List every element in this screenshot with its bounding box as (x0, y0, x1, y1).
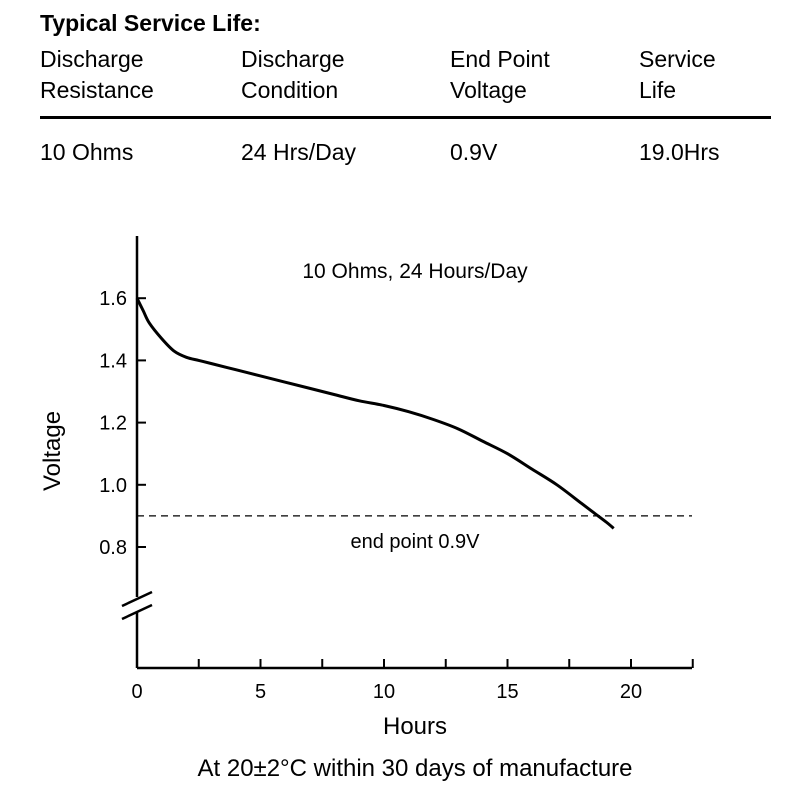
discharge-curve (135, 297, 615, 530)
cell-discharge-condition: 24 Hrs/Day (241, 139, 357, 165)
column-header-line1: Discharge (40, 46, 144, 72)
cell-service-life: 19.0Hrs (639, 139, 720, 165)
chart-title: 10 Ohms, 24 Hours/Day (302, 260, 528, 283)
column-header-line2: Life (639, 77, 677, 103)
column-header-line2: Resistance (40, 77, 154, 103)
y-tick-label: 1.4 (99, 350, 127, 372)
column-header-discharge-resistance: Discharge Resistance (40, 44, 154, 106)
y-axis-label: Voltage (39, 411, 66, 491)
chart-axes (121, 236, 692, 670)
cell-end-point-voltage: 0.9V (450, 139, 498, 165)
column-header-line1: Discharge (241, 46, 345, 72)
chart-caption: At 20±2°C within 30 days of manufacture (198, 755, 633, 782)
column-header-line1: End Point (450, 46, 550, 72)
y-tick-label: 0.8 (99, 537, 127, 559)
table-divider (40, 116, 771, 119)
x-tick-label: 10 (373, 681, 395, 703)
x-tick-label: 0 (131, 681, 142, 703)
y-tick-label: 1.0 (99, 475, 127, 497)
x-tick-label: 15 (496, 681, 518, 703)
axis-break-mark (121, 590, 153, 608)
table-heading: Typical Service Life: (40, 10, 261, 36)
x-tick-label: 20 (620, 681, 642, 703)
column-header-service-life: Service Life (639, 44, 716, 106)
y-tick-label: 1.6 (99, 288, 127, 310)
chart-series (135, 297, 615, 530)
reference-line-label: end point 0.9V (351, 531, 481, 553)
y-tick-label: 1.2 (99, 413, 127, 435)
column-header-line2: Voltage (450, 77, 527, 103)
column-header-end-point-voltage: End Point Voltage (450, 44, 550, 106)
column-header-line2: Condition (241, 77, 339, 103)
column-header-line1: Service (639, 46, 716, 72)
cell-discharge-resistance: 10 Ohms (40, 139, 134, 165)
axis-break-mark (121, 603, 153, 621)
column-header-discharge-condition: Discharge Condition (241, 44, 345, 106)
x-tick-label: 5 (255, 681, 266, 703)
x-axis-label: Hours (383, 713, 447, 740)
chart-ticks: 0.8 1.0 1.2 1.4 1.6 0 5 10 15 20 (99, 288, 694, 703)
